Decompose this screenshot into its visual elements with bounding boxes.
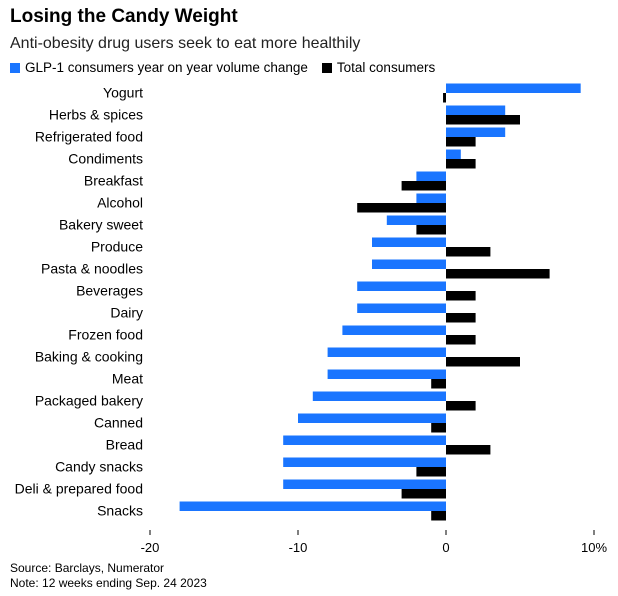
- bar-total-candy-snacks: [416, 467, 446, 477]
- bar-total-snacks: [431, 511, 446, 521]
- category-label-breakfast: Breakfast: [84, 173, 143, 189]
- bar-glp1-baking-cooking: [327, 347, 446, 357]
- bar-total-condiments: [446, 159, 476, 169]
- bar-total-canned: [431, 423, 446, 433]
- bar-total-packaged-bakery: [446, 401, 476, 411]
- x-tick-label-2: 0: [442, 540, 449, 555]
- category-label-herbs-spices: Herbs & spices: [49, 107, 143, 123]
- category-label-deli-prepared-food: Deli & prepared food: [15, 481, 143, 497]
- bar-glp1-deli-prepared-food: [283, 479, 446, 489]
- legend-swatch-total: [321, 62, 332, 73]
- bar-glp1-refrigerated-food: [446, 127, 506, 137]
- source-note: Source: Barclays, Numerator: [10, 561, 165, 575]
- category-label-condiments: Condiments: [68, 151, 143, 167]
- x-tick-label-3: 10%: [581, 540, 607, 555]
- footnote: Note: 12 weeks ending Sep. 24 2023: [10, 576, 207, 590]
- category-label-beverages: Beverages: [76, 283, 143, 299]
- bar-glp1-meat: [327, 369, 446, 379]
- legend-label-glp1: GLP-1 consumers year on year volume chan…: [25, 60, 308, 75]
- bar-glp1-condiments: [446, 149, 461, 159]
- bar-total-deli-prepared-food: [401, 489, 446, 499]
- bar-total-refrigerated-food: [446, 137, 476, 147]
- legend-item-total: Total consumers: [321, 60, 436, 75]
- category-label-snacks: Snacks: [97, 503, 143, 519]
- legend-label-total: Total consumers: [336, 60, 436, 75]
- category-label-dairy: Dairy: [110, 305, 143, 321]
- bar-total-bakery-sweet: [416, 225, 446, 235]
- category-label-bakery-sweet: Bakery sweet: [59, 217, 143, 233]
- bar-glp1-yogurt: [446, 83, 581, 93]
- category-label-canned: Canned: [94, 415, 143, 431]
- bar-glp1-packaged-bakery: [312, 391, 446, 401]
- bar-total-dairy: [446, 313, 476, 323]
- bar-total-herbs-spices: [446, 115, 520, 125]
- category-label-pasta-noodles: Pasta & noodles: [41, 261, 143, 277]
- bar-glp1-herbs-spices: [446, 105, 506, 115]
- bar-total-baking-cooking: [446, 357, 520, 367]
- category-label-frozen-food: Frozen food: [68, 327, 143, 343]
- category-label-candy-snacks: Candy snacks: [55, 459, 143, 475]
- category-label-alcohol: Alcohol: [97, 195, 143, 211]
- bar-glp1-breakfast: [416, 171, 446, 181]
- bar-total-meat: [431, 379, 446, 389]
- bar-total-breakfast: [401, 181, 446, 191]
- chart-title: Losing the Candy Weight: [10, 6, 238, 27]
- bar-total-bread: [446, 445, 491, 455]
- bar-glp1-dairy: [357, 303, 446, 313]
- bar-total-frozen-food: [446, 335, 476, 345]
- category-label-produce: Produce: [91, 239, 143, 255]
- bar-glp1-bread: [283, 435, 446, 445]
- bar-glp1-canned: [298, 413, 446, 423]
- bar-total-produce: [446, 247, 491, 257]
- bar-total-alcohol: [357, 203, 446, 213]
- bar-glp1-beverages: [357, 281, 446, 291]
- bar-glp1-frozen-food: [342, 325, 446, 335]
- bar-total-beverages: [446, 291, 476, 301]
- bar-glp1-candy-snacks: [283, 457, 446, 467]
- legend: GLP-1 consumers year on year volume chan…: [10, 60, 449, 75]
- bar-glp1-pasta-noodles: [372, 259, 446, 269]
- category-label-packaged-bakery: Packaged bakery: [35, 393, 143, 409]
- category-label-yogurt: Yogurt: [103, 85, 143, 101]
- chart-subtitle: Anti-obesity drug users seek to eat more…: [10, 35, 361, 52]
- bar-total-pasta-noodles: [446, 269, 550, 279]
- category-label-baking-cooking: Baking & cooking: [35, 349, 143, 365]
- bar-glp1-bakery-sweet: [386, 215, 446, 225]
- category-label-meat: Meat: [112, 371, 143, 387]
- bar-total-yogurt: [443, 93, 446, 103]
- category-label-refrigerated-food: Refrigerated food: [35, 129, 143, 145]
- bar-glp1-produce: [372, 237, 446, 247]
- legend-item-glp1: GLP-1 consumers year on year volume chan…: [10, 60, 308, 75]
- x-tick-label-0: -20: [141, 540, 160, 555]
- x-tick-label-1: -10: [289, 540, 308, 555]
- category-label-bread: Bread: [106, 437, 143, 453]
- bar-glp1-snacks: [179, 501, 446, 511]
- bar-glp1-alcohol: [416, 193, 446, 203]
- legend-swatch-glp1: [10, 62, 20, 73]
